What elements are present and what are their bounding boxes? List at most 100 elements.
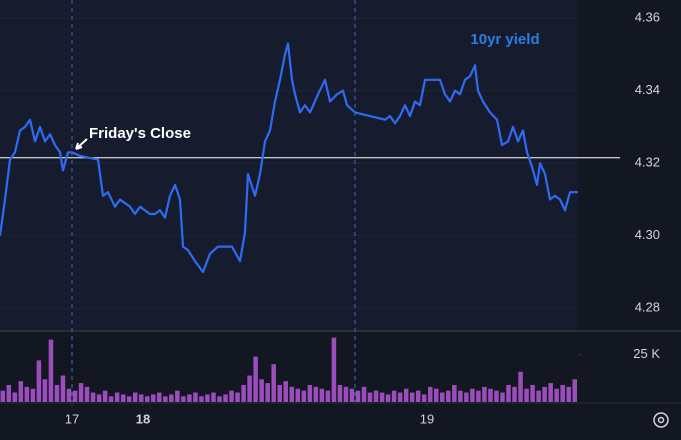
volume-bar (446, 390, 451, 402)
volume-bar (367, 392, 373, 402)
volume-bar (361, 386, 367, 402)
volume-bar (48, 339, 54, 402)
volume-bar (223, 394, 228, 402)
volume-bar (265, 383, 270, 402)
volume-bar (379, 392, 385, 402)
volume-bar (277, 384, 282, 402)
volume-bar (169, 394, 174, 402)
volume-bar (325, 390, 331, 402)
volume-bar (157, 392, 162, 402)
x-tick-label: 17 (65, 411, 79, 426)
volume-bar (506, 384, 511, 402)
volume-bar (253, 356, 258, 402)
volume-bar (181, 396, 186, 402)
volume-bar (482, 386, 487, 402)
annotation-arrow (75, 138, 88, 150)
x-tick-label: 19 (420, 411, 434, 426)
volume-bar (241, 384, 246, 402)
volume-bar (295, 388, 301, 402)
icon-center[interactable] (657, 416, 665, 424)
volume-bar (397, 392, 403, 402)
volume-bar (18, 381, 24, 402)
volume-bar (24, 386, 30, 402)
volume-bar (476, 390, 481, 402)
volume-bar (572, 379, 577, 402)
volume-bar (12, 392, 18, 402)
volume-bar (108, 396, 114, 402)
volume-bar (385, 394, 391, 402)
volume-bar (217, 396, 222, 402)
y-tick-label: 4.32 (635, 155, 660, 170)
volume-bar (199, 396, 204, 402)
volume-bar (229, 390, 234, 402)
volume-bar (355, 390, 361, 402)
volume-bar (96, 394, 102, 402)
volume-bar (187, 394, 192, 402)
volume-bar (163, 396, 168, 402)
volume-bar (452, 384, 457, 402)
volume-bar (319, 388, 325, 402)
volume-bar (6, 384, 12, 402)
volume-bar (283, 381, 288, 402)
volume-bar (349, 388, 355, 402)
volume-bar (427, 386, 433, 402)
volume-bar (271, 364, 276, 402)
settings-icon[interactable] (653, 412, 669, 428)
volume-bar (235, 392, 240, 402)
y-tick-label: 4.30 (635, 227, 660, 242)
volume-bar (458, 390, 463, 402)
volume-bar (247, 375, 252, 402)
volume-bar (464, 392, 469, 402)
volume-bar (331, 337, 337, 402)
volume-bar (54, 384, 60, 402)
volume-bar (78, 383, 84, 402)
y-tick-label: 4.36 (635, 10, 660, 25)
volume-bar (548, 383, 553, 402)
volume-bar (536, 390, 541, 402)
volume-bar (211, 392, 216, 402)
volume-bar (421, 394, 427, 402)
volume-bar (90, 392, 96, 402)
volume-bar (120, 394, 126, 402)
volume-bar (84, 386, 90, 402)
volume-bar (289, 386, 295, 402)
volume-bar (132, 392, 138, 402)
volume-bar (434, 388, 439, 402)
volume-bar (114, 392, 120, 402)
volume-bar (500, 392, 505, 402)
volume-bar (193, 392, 198, 402)
volume-bar (566, 386, 571, 402)
volume-bar (259, 379, 264, 402)
volume-bar (373, 390, 379, 402)
volume-bar (30, 388, 36, 402)
volume-bar (301, 390, 307, 402)
volume-bar (409, 392, 415, 402)
volume-bar (415, 390, 421, 402)
volume-bar (0, 390, 6, 402)
icon-ring[interactable] (653, 412, 669, 428)
volume-bar (560, 384, 565, 402)
yield-line (0, 42, 578, 274)
volume-bar (530, 384, 535, 402)
x-tick-label: 18 (136, 411, 150, 426)
reference-label: Friday's Close (89, 125, 191, 142)
volume-bar (175, 390, 180, 402)
volume-bar (66, 388, 72, 402)
volume-bar (151, 394, 156, 402)
volume-bar (391, 390, 397, 402)
volume-bar (554, 388, 559, 402)
volume-bar (145, 396, 150, 402)
volume-bar (307, 384, 313, 402)
volume-bar (126, 396, 132, 402)
volume-bar (494, 390, 499, 402)
volume-bar (542, 386, 547, 402)
volume-bar (102, 390, 108, 402)
y-tick-label: 4.34 (635, 82, 660, 97)
volume-bar (518, 371, 523, 402)
volume-bar (403, 388, 409, 402)
volume-bar (337, 384, 343, 402)
volume-bar (60, 375, 66, 402)
volume-bar (488, 388, 493, 402)
